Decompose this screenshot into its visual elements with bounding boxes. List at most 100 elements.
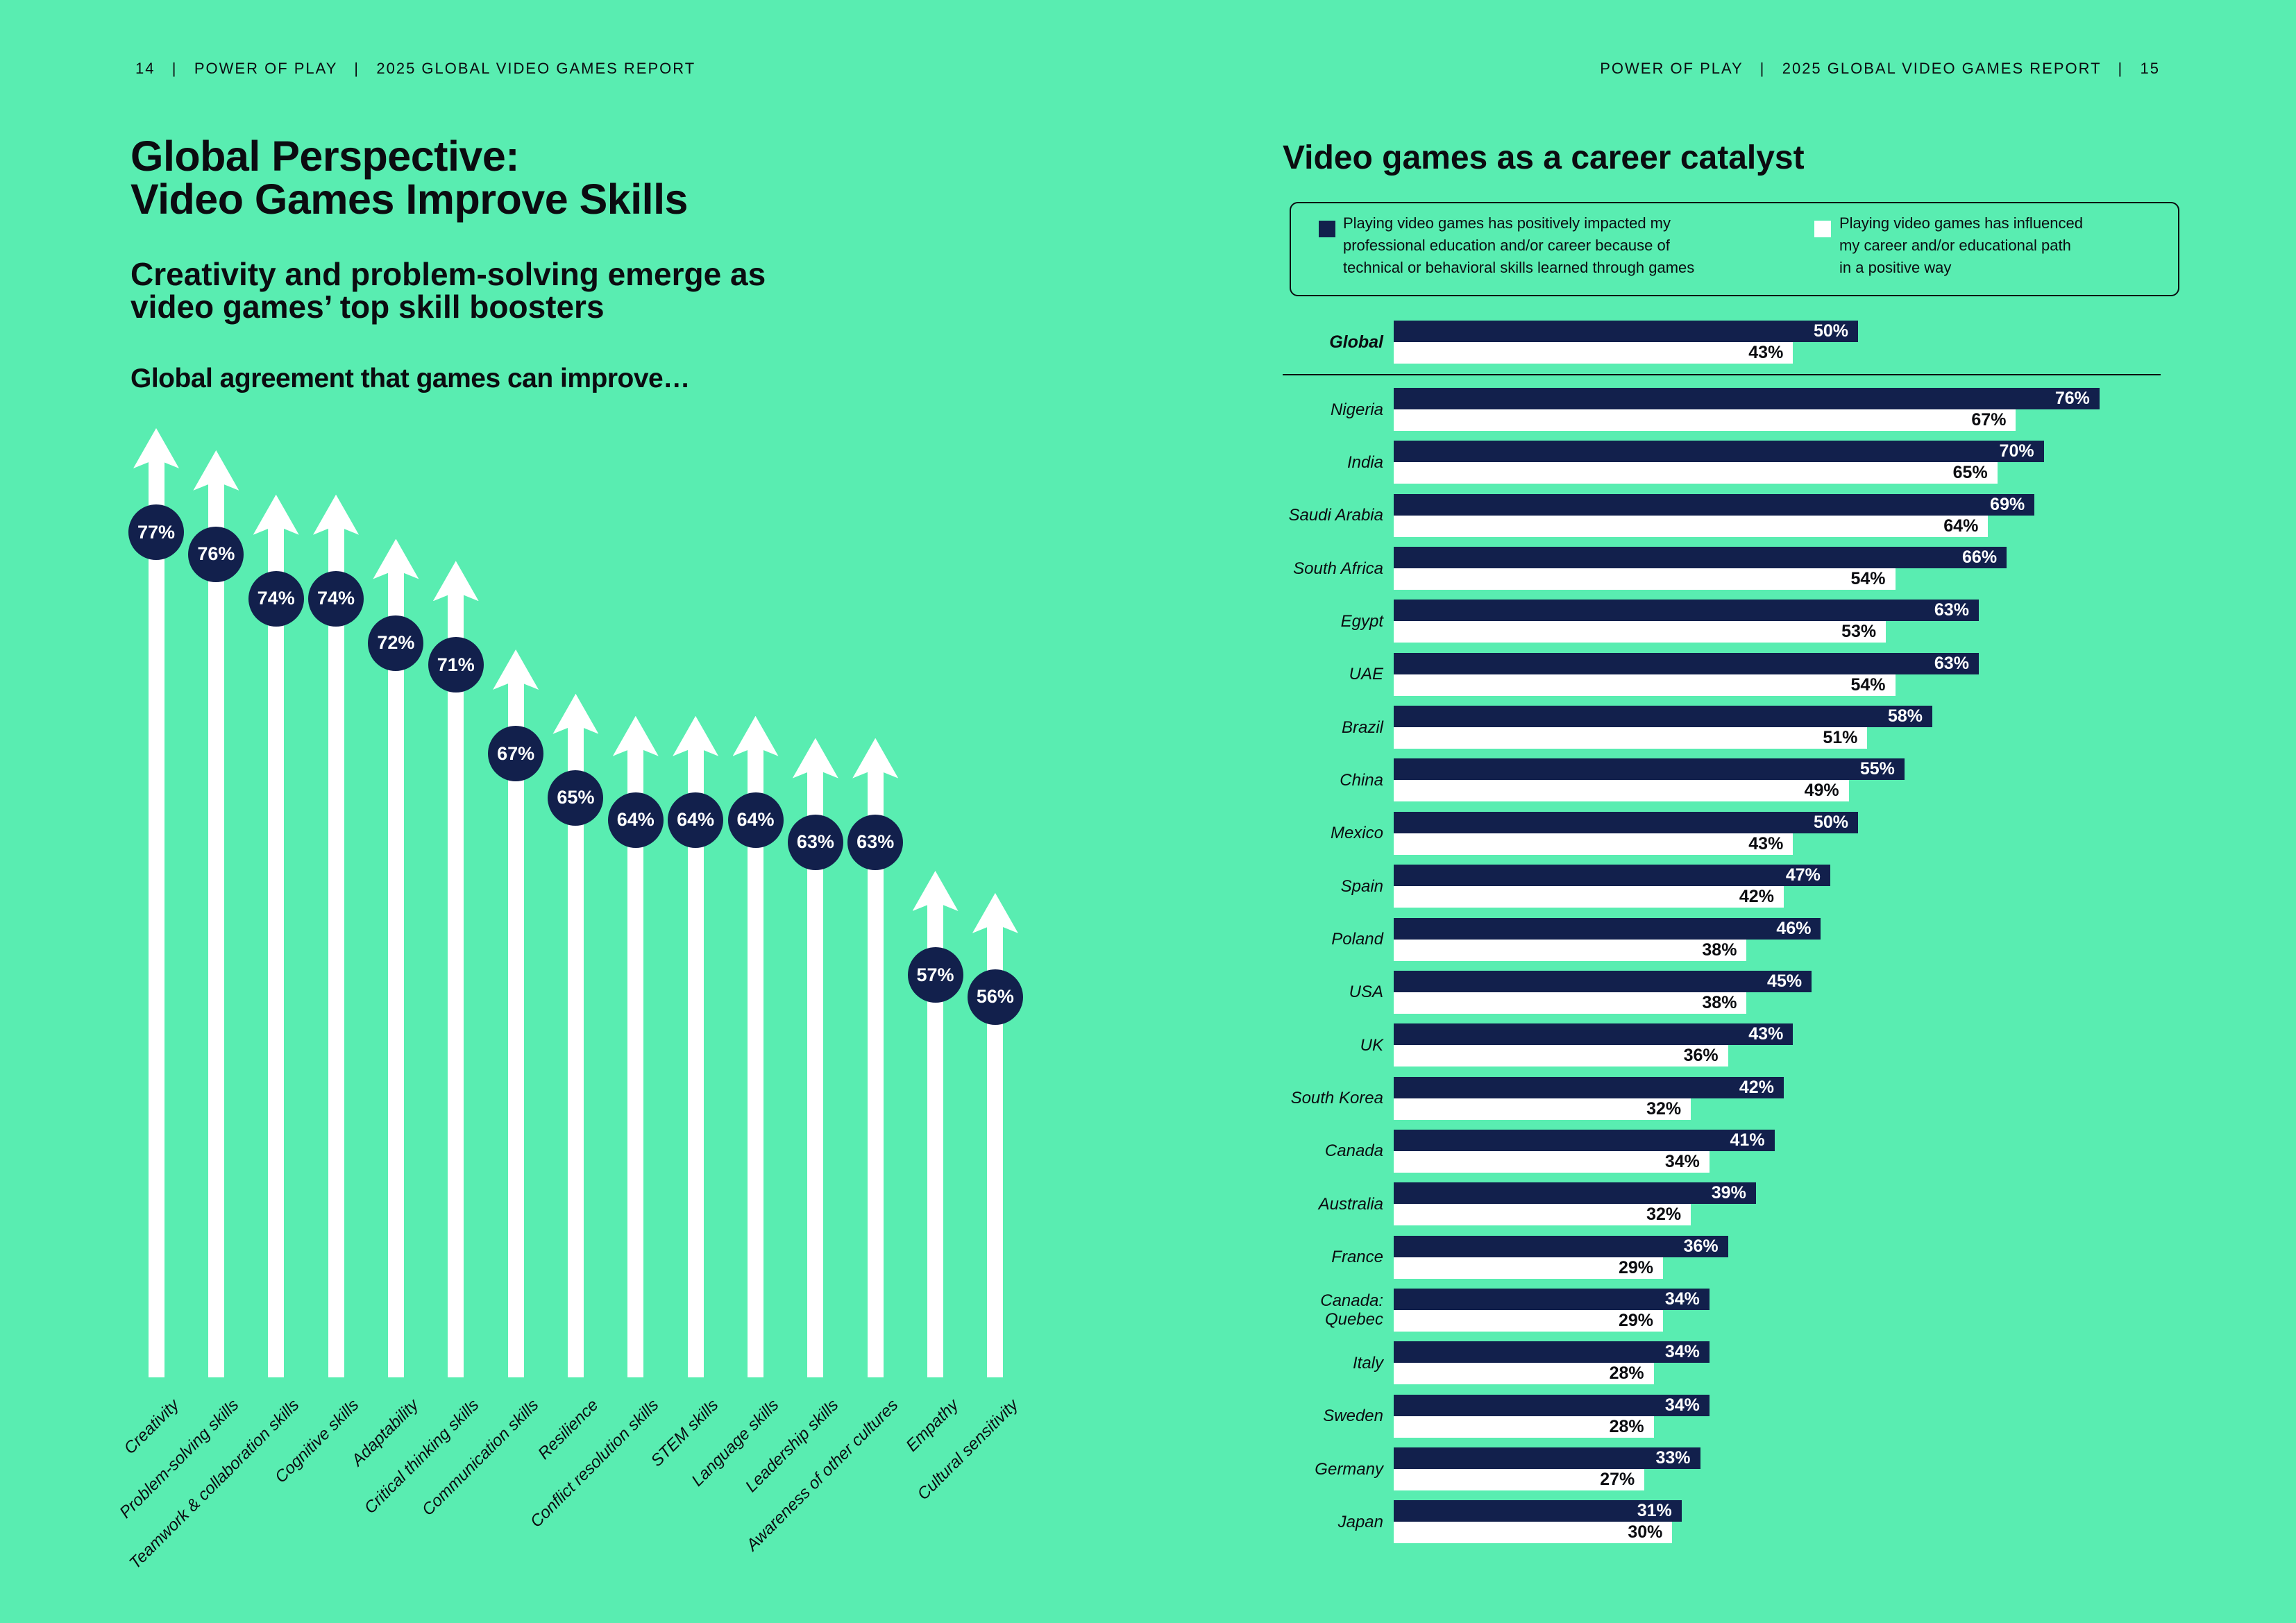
bar-value-label: 70%	[1999, 441, 2034, 461]
skills-chart-heading: Global agreement that games can improve…	[130, 364, 690, 393]
influence-bar: 53%	[1394, 621, 1886, 643]
bar-value-label: 67%	[1971, 410, 2007, 430]
country-label: Japan	[1337, 1512, 1383, 1531]
influence-bar: 49%	[1394, 780, 1849, 802]
bar-value-label: 76%	[2054, 389, 2090, 408]
skill-percentage-badge: 63%	[787, 814, 843, 870]
bar-value-label: 55%	[1859, 759, 1895, 779]
skill-percentage-badge: 64%	[727, 792, 784, 848]
left-page-subtitle-line1: Creativity and problem-solving emerge as	[130, 256, 766, 292]
impact-bar: 55%	[1394, 758, 1905, 781]
skill-percentage-badge: 76%	[188, 526, 244, 582]
bar-value-label: 47%	[1785, 865, 1821, 885]
skill-percentage-badge: 71%	[428, 637, 484, 693]
bar-value-label: 64%	[1943, 516, 1979, 536]
influence-bar: 32%	[1394, 1204, 1691, 1226]
country-label: Canada: Quebec	[1320, 1291, 1383, 1329]
country-label: Canada	[1324, 1141, 1383, 1161]
impact-bar: 36%	[1394, 1235, 1728, 1257]
bar-value-label: 54%	[1850, 569, 1886, 589]
impact-bar: 34%	[1394, 1288, 1710, 1310]
skill-percentage-badge: 67%	[488, 726, 544, 781]
influence-bar: 64%	[1394, 515, 1989, 537]
impact-bar: 50%	[1394, 321, 1858, 342]
influence-bar: 54%	[1394, 674, 1896, 696]
influence-bar: 36%	[1394, 1045, 1728, 1067]
country-label: USA	[1349, 983, 1383, 1002]
global-separator-line	[1283, 374, 2161, 375]
bar-value-label: 65%	[1952, 463, 1988, 483]
arrow-shaft	[448, 593, 464, 1377]
left-page-subtitle: Creativity and problem-solving emerge as…	[130, 258, 766, 323]
country-label: Germany	[1315, 1459, 1383, 1479]
right-page-title: Video games as a career catalyst	[1283, 139, 1805, 176]
bar-value-label: 38%	[1702, 992, 1737, 1012]
bar-value-label: 41%	[1730, 1130, 1765, 1150]
skill-percentage-badge: 74%	[248, 570, 304, 627]
bar-value-label: 30%	[1628, 1522, 1663, 1543]
bar-value-label: 28%	[1609, 1363, 1644, 1384]
influence-bar: 38%	[1394, 992, 1747, 1014]
impact-bar: 63%	[1394, 652, 1979, 674]
impact-bar: 31%	[1394, 1500, 1682, 1522]
influence-bar: 65%	[1394, 462, 1998, 484]
impact-bar: 39%	[1394, 1182, 1756, 1205]
bar-value-label: 45%	[1767, 971, 1803, 991]
bar-value-label: 50%	[1813, 321, 1848, 341]
impact-bar: 66%	[1394, 547, 2007, 569]
arrow-shaft	[507, 681, 524, 1377]
bar-value-label: 34%	[1664, 1342, 1700, 1362]
bar-value-label: 42%	[1739, 887, 1774, 907]
impact-bar: 34%	[1394, 1394, 1710, 1416]
bar-value-label: 34%	[1664, 1151, 1700, 1171]
bar-value-label: 28%	[1609, 1416, 1644, 1436]
left-page-title-line2: Video Games Improve Skills	[130, 176, 688, 223]
bar-value-label: 32%	[1646, 1205, 1682, 1225]
influence-bar: 43%	[1394, 833, 1793, 855]
country-label: South Korea	[1290, 1089, 1383, 1108]
legend-label: Playing video games has positively impac…	[1343, 214, 1695, 276]
influence-bar: 28%	[1394, 1416, 1654, 1438]
country-label: Italy	[1352, 1353, 1383, 1373]
impact-bar: 45%	[1394, 970, 1812, 992]
country-label: UK	[1360, 1035, 1383, 1055]
country-label: Australia	[1318, 1194, 1383, 1214]
bar-value-label: 51%	[1823, 728, 1858, 748]
skill-percentage-badge: 74%	[308, 570, 364, 627]
impact-bar: 76%	[1394, 388, 2100, 409]
country-label: France	[1331, 1248, 1383, 1267]
country-label: South Africa	[1293, 559, 1383, 578]
bar-value-label: 29%	[1618, 1257, 1654, 1277]
impact-bar: 63%	[1394, 600, 1979, 622]
bar-value-label: 58%	[1887, 706, 1923, 726]
country-label: India	[1347, 452, 1383, 472]
skill-percentage-badge: 64%	[607, 792, 664, 848]
impact-bar: 50%	[1394, 811, 1858, 833]
bar-value-label: 49%	[1804, 781, 1839, 801]
bar-value-label: 50%	[1813, 812, 1848, 832]
bar-value-label: 36%	[1683, 1236, 1719, 1256]
arrow-shaft	[148, 460, 164, 1377]
country-label: Global	[1329, 332, 1383, 352]
impact-bar: 42%	[1394, 1076, 1784, 1098]
influence-bar: 34%	[1394, 1150, 1710, 1173]
arrow-shaft	[387, 570, 404, 1377]
arrow-shaft	[748, 747, 763, 1377]
arrow-shaft	[268, 526, 285, 1377]
bar-value-label: 29%	[1618, 1310, 1654, 1330]
bar-value-label: 27%	[1600, 1470, 1635, 1489]
left-page-subtitle-line2: video games’ top skill boosters	[130, 289, 605, 325]
arrow-shaft	[987, 924, 1004, 1377]
skill-axis-label: Creativity	[120, 1395, 183, 1459]
page-header-left: 14 | POWER OF PLAY | 2025 GLOBAL VIDEO G…	[135, 60, 696, 77]
arrow-shaft	[627, 747, 644, 1377]
bar-value-label: 43%	[1748, 833, 1784, 853]
country-label: Brazil	[1341, 717, 1383, 737]
country-label: Nigeria	[1330, 400, 1383, 419]
arrow-shaft	[807, 770, 824, 1377]
left-page-title-line1: Global Perspective:	[130, 133, 520, 180]
country-label: Poland	[1331, 930, 1383, 949]
skill-percentage-badge: 65%	[548, 770, 604, 826]
arrow-shaft	[867, 770, 884, 1377]
